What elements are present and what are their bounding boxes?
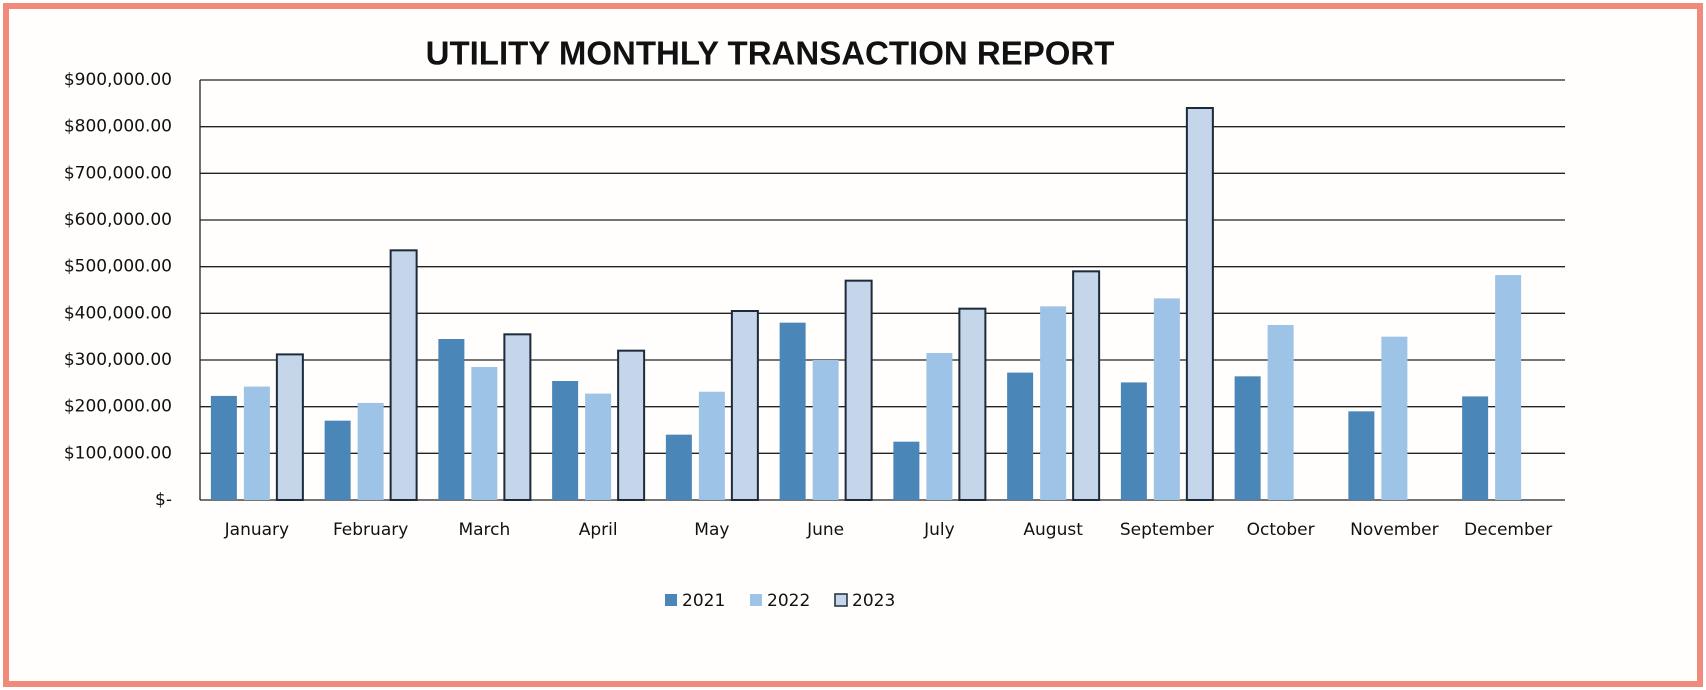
y-tick-label: $700,000.00 — [64, 163, 172, 183]
legend-label: 2021 — [682, 591, 725, 611]
x-tick-label: March — [458, 520, 510, 540]
bar — [1120, 382, 1147, 500]
bar — [958, 307, 987, 501]
bar — [1348, 411, 1375, 500]
y-tick-label: $400,000.00 — [64, 303, 172, 323]
bar — [812, 360, 839, 500]
x-tick-label: January — [224, 520, 289, 540]
bar — [1040, 306, 1067, 500]
x-tick-label: April — [579, 520, 618, 540]
y-tick-label: $200,000.00 — [64, 397, 172, 417]
bar — [698, 391, 725, 500]
bar — [1495, 275, 1522, 500]
bar — [438, 339, 465, 500]
legend-label: 2023 — [852, 591, 895, 611]
bar — [617, 349, 646, 501]
bar — [1007, 372, 1034, 500]
y-tick-label: $300,000.00 — [64, 350, 172, 370]
x-tick-label: December — [1464, 520, 1552, 540]
bar — [1267, 325, 1294, 500]
y-tick-label: $100,000.00 — [64, 443, 172, 463]
bar — [779, 322, 806, 500]
bar — [926, 353, 953, 500]
chart-title: UTILITY MONTHLY TRANSACTION REPORT — [426, 35, 1115, 72]
bar — [1153, 298, 1180, 500]
bar — [585, 393, 612, 500]
bar — [730, 310, 759, 501]
bar — [1185, 107, 1214, 501]
bar — [844, 279, 873, 501]
y-tick-label: $600,000.00 — [64, 210, 172, 230]
bar — [1462, 396, 1489, 500]
x-tick-label: October — [1247, 520, 1315, 540]
y-tick-label: $- — [155, 490, 172, 510]
x-tick-label: September — [1120, 520, 1214, 540]
bar — [357, 402, 384, 500]
y-tick-label: $800,000.00 — [64, 117, 172, 137]
y-tick-label: $900,000.00 — [64, 70, 172, 90]
bar — [1234, 376, 1261, 500]
legend-swatch — [834, 593, 848, 607]
legend-swatch — [665, 594, 677, 606]
x-tick-label: July — [923, 520, 955, 540]
bar — [275, 353, 304, 501]
bar — [243, 386, 270, 500]
bar — [665, 434, 692, 500]
bar — [503, 333, 532, 502]
bar — [1072, 270, 1101, 502]
y-tick-label: $500,000.00 — [64, 257, 172, 277]
x-tick-label: June — [806, 520, 844, 540]
x-tick-label: August — [1023, 520, 1083, 540]
legend-label: 2022 — [767, 591, 810, 611]
bar — [1381, 336, 1408, 500]
bar — [552, 381, 579, 500]
x-tick-label: February — [333, 520, 408, 540]
bar — [210, 395, 237, 500]
x-tick-label: November — [1350, 520, 1438, 540]
bar — [324, 420, 351, 500]
bar — [893, 441, 920, 500]
x-tick-label: May — [694, 520, 729, 540]
bar — [389, 249, 418, 501]
legend-swatch — [750, 594, 762, 606]
bar — [471, 367, 498, 500]
